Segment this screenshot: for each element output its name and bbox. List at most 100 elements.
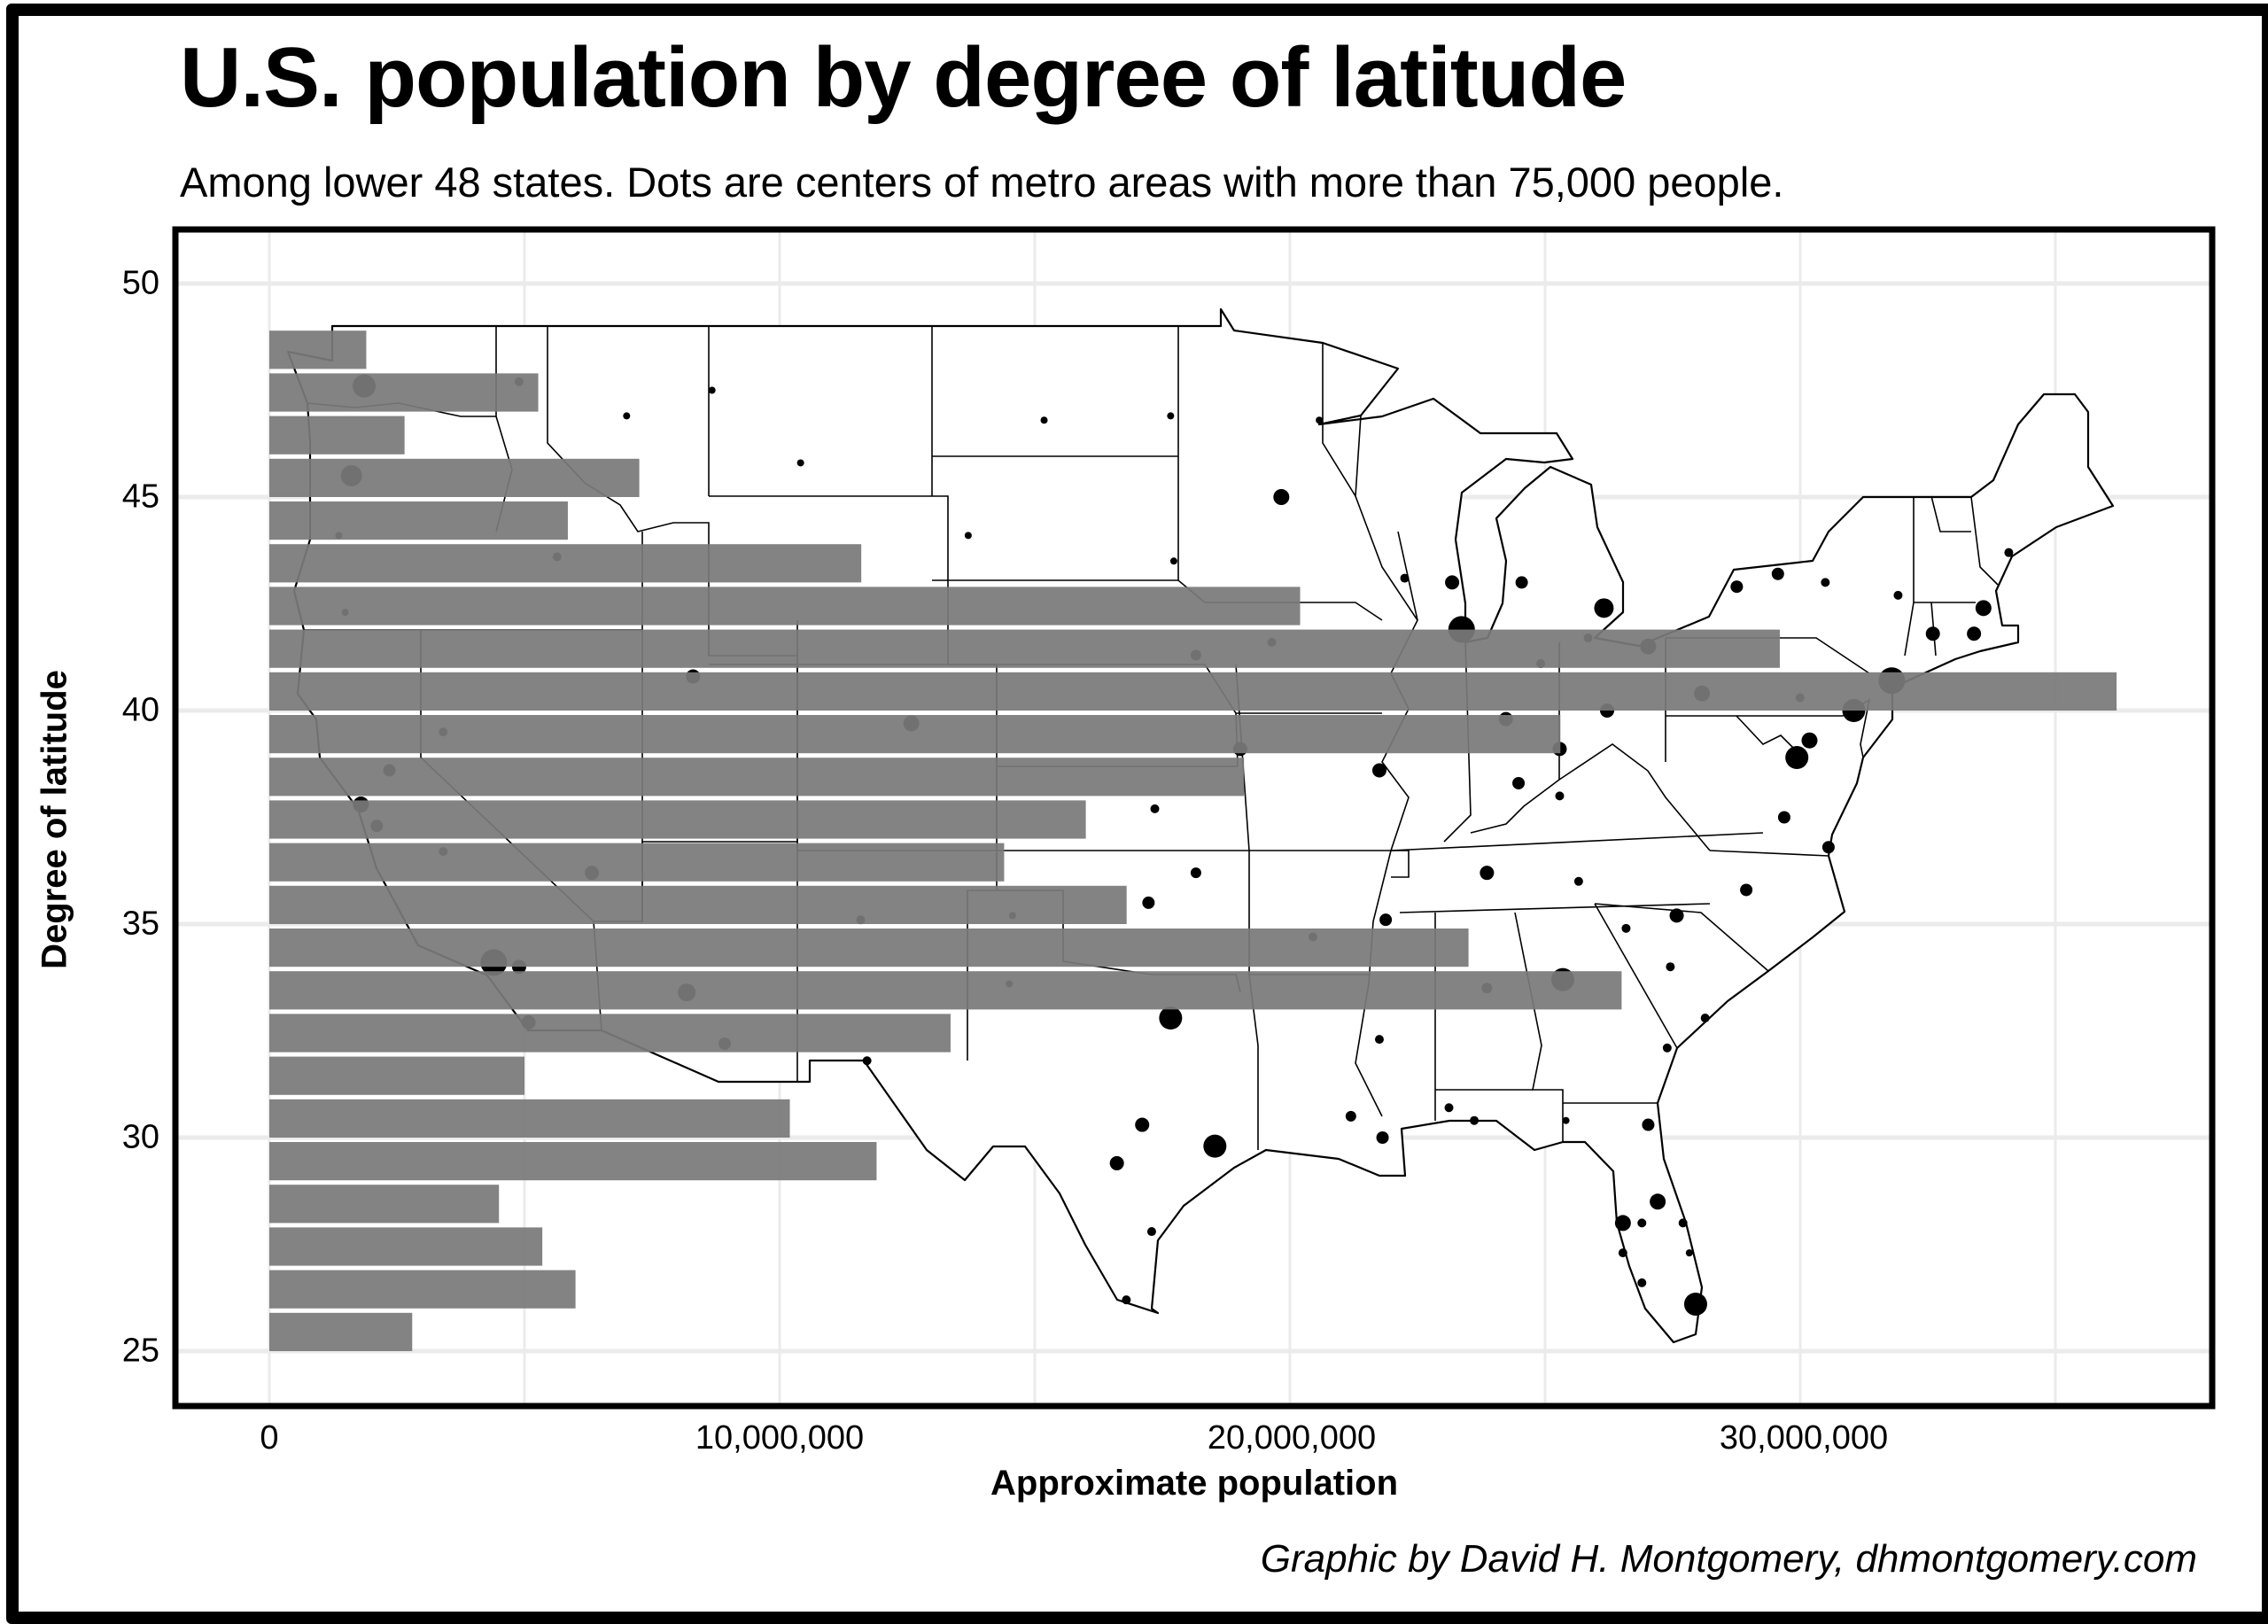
y-tick-30: 30: [121, 1118, 159, 1156]
metro-dot: [1637, 1218, 1647, 1228]
metro-dot: [1512, 776, 1526, 789]
metro-dot: [1666, 962, 1675, 972]
latitude-bar-38: [269, 758, 1245, 796]
metro-dot: [1122, 1295, 1131, 1305]
metro-dot: [1273, 489, 1290, 505]
metro-dot: [1555, 791, 1565, 801]
y-tick-50: 50: [121, 264, 159, 302]
latitude-bar-41: [269, 629, 1780, 668]
metro-dot: [1374, 1035, 1384, 1045]
metro-dot: [1685, 1249, 1693, 1257]
metro-dot: [1740, 883, 1753, 897]
metro-dot: [1678, 1218, 1688, 1228]
metro-dot: [623, 412, 631, 420]
x-tick-0: 0: [260, 1419, 279, 1457]
latitude-bar-32: [269, 1014, 951, 1053]
chart-subtitle: Among lower 48 states. Dots are centers …: [180, 159, 1784, 206]
metro-dot: [1167, 412, 1175, 420]
latitude-bar-28: [269, 1185, 500, 1224]
latitude-bar-37: [269, 800, 1086, 839]
metro-dot: [1925, 626, 1940, 641]
metro-dot: [1642, 1118, 1655, 1131]
metro-dot: [1573, 876, 1583, 886]
chart-title: U.S. population by degree of latitude: [180, 30, 1627, 125]
bars: [269, 330, 2117, 1351]
metro-dot: [1376, 1131, 1389, 1144]
metro-dot: [1637, 1278, 1647, 1287]
metro-dot: [1109, 1155, 1124, 1170]
y-tick-45: 45: [121, 478, 159, 516]
metro-dot: [862, 1056, 872, 1066]
metro-dot: [1975, 600, 1992, 617]
latitude-bar-31: [269, 1056, 524, 1095]
latitude-bar-25: [269, 1312, 413, 1351]
metro-dot: [1801, 732, 1818, 749]
metro-dot: [1040, 416, 1048, 424]
metro-dot: [796, 459, 804, 467]
y-tick-40: 40: [121, 691, 159, 729]
metro-dot: [2004, 548, 2014, 557]
metro-dot: [1700, 1014, 1710, 1023]
metro-dot: [1470, 1115, 1480, 1125]
latitude-bar-27: [269, 1227, 543, 1266]
y-axis-label: Degree of latitude: [35, 670, 74, 969]
metro-dot: [1159, 1006, 1183, 1030]
latitude-bar-36: [269, 843, 1005, 882]
metro-dot: [1683, 1292, 1707, 1316]
x-tick-10m: 10,000,000: [695, 1419, 865, 1457]
metro-dot: [1169, 557, 1177, 565]
metro-dot: [708, 386, 716, 394]
latitude-bar-44: [269, 501, 568, 540]
latitude-bar-39: [269, 715, 1561, 754]
metro-dot: [1445, 575, 1460, 590]
credit-line: Graphic by David H. Montgomery, dhmontgo…: [1260, 1537, 2197, 1581]
latitude-bar-34: [269, 929, 1469, 967]
latitude-bar-42: [269, 587, 1301, 626]
metro-dot: [1480, 866, 1495, 881]
latitude-bar-48: [269, 330, 367, 369]
metro-dot: [1614, 1215, 1631, 1232]
metro-dot: [1594, 598, 1614, 618]
panel-border: [172, 226, 2216, 1410]
metro-dot: [1400, 573, 1410, 583]
metro-dot: [1345, 1110, 1356, 1122]
latitude-bar-30: [269, 1099, 790, 1138]
latitude-bar-47: [269, 373, 539, 412]
metro-dot: [1379, 913, 1393, 927]
x-tick-20m: 20,000,000: [1207, 1419, 1377, 1457]
latitude-bar-43: [269, 544, 862, 583]
metro-dot: [1190, 867, 1201, 879]
metro-dot: [1771, 567, 1784, 580]
metro-dot: [1893, 590, 1903, 600]
metro-dot: [1316, 416, 1324, 424]
metro-dot: [1821, 578, 1830, 587]
metro-dot: [1785, 746, 1809, 770]
latitude-bar-29: [269, 1142, 877, 1181]
metro-dot: [1515, 576, 1528, 589]
latitude-bar-40: [269, 672, 2117, 711]
metro-dot: [964, 532, 972, 540]
metro-dot: [1150, 804, 1160, 813]
metro-dot: [1371, 763, 1386, 778]
latitude-bar-35: [269, 885, 1127, 924]
metro-dot: [1135, 1117, 1150, 1132]
metro-dot: [1662, 1043, 1672, 1053]
latitude-bar-45: [269, 458, 640, 497]
metro-dot: [1444, 1103, 1454, 1113]
metro-dot: [1730, 580, 1744, 594]
metro-dot: [1967, 626, 1982, 641]
metro-dot: [1618, 1248, 1627, 1258]
metro-dot: [1669, 908, 1684, 923]
metro-dot: [1146, 1227, 1156, 1237]
metro-dot: [1621, 923, 1631, 933]
x-axis-label: Approximate population: [990, 1464, 1398, 1503]
metro-dot: [1777, 811, 1790, 824]
latitude-bar-46: [269, 416, 405, 455]
y-tick-35: 35: [121, 905, 159, 943]
latitude-bar-26: [269, 1270, 576, 1309]
metro-dot: [1650, 1193, 1666, 1210]
latitude-bar-33: [269, 971, 1622, 1010]
metro-dot: [1821, 841, 1835, 854]
x-tick-30m: 30,000,000: [1719, 1419, 1889, 1457]
